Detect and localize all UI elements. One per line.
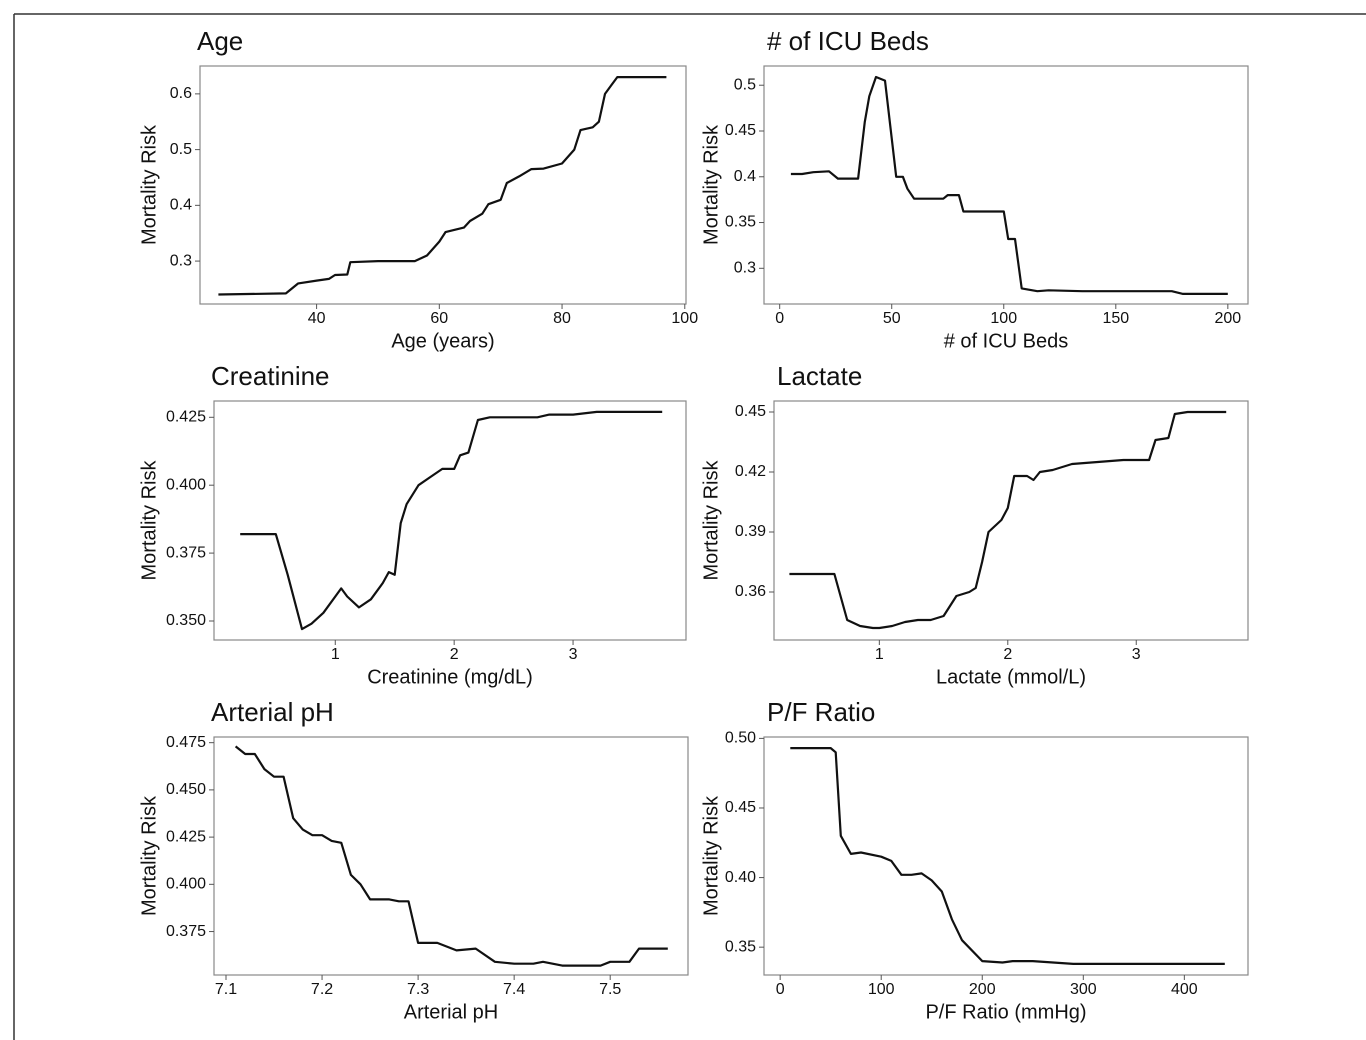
data-line (789, 410, 1227, 630)
y-tick-label: 0.400 (166, 876, 206, 893)
x-tick-label: 7.1 (215, 981, 237, 998)
x-tick-label: 3 (569, 646, 578, 663)
y-tick-label: 0.45 (735, 403, 766, 420)
y-tick-label: 0.425 (166, 828, 206, 845)
x-tick-label: 1 (875, 646, 884, 663)
y-tick-label: 0.475 (166, 734, 206, 751)
x-tick-label: 80 (553, 310, 571, 327)
x-tick-label: 7.2 (311, 981, 333, 998)
x-tick-label: 300 (1070, 981, 1097, 998)
y-tick-label: 0.50 (725, 730, 756, 747)
x-tick-label: 100 (671, 310, 698, 327)
data-line (234, 745, 668, 967)
y-tick-label: 0.40 (725, 869, 756, 886)
x-tick-label: 1 (331, 646, 340, 663)
plot-box (199, 65, 687, 305)
y-tick-label: 0.4 (734, 168, 756, 185)
y-axis-label: Mortality Risk (700, 795, 722, 916)
chart-title: Creatinine (211, 361, 330, 391)
x-tick-label: 2 (450, 646, 459, 663)
y-tick-label: 0.35 (725, 938, 756, 955)
plot-box (213, 736, 689, 976)
y-tick-label: 0.3 (170, 252, 192, 269)
y-tick-label: 0.45 (725, 799, 756, 816)
y-tick-label: 0.375 (166, 923, 206, 940)
x-tick-label: 100 (990, 310, 1017, 327)
y-tick-label: 0.4 (170, 197, 192, 214)
x-tick-label: 7.4 (503, 981, 525, 998)
x-tick-label: 400 (1171, 981, 1198, 998)
y-axis-label: Mortality Risk (138, 124, 160, 245)
x-tick-label: 40 (308, 310, 326, 327)
y-tick-label: 0.35 (725, 214, 756, 231)
x-tick-label: 0 (776, 981, 785, 998)
y-axis-label: Mortality Risk (138, 459, 160, 580)
y-tick-label: 0.6 (170, 85, 192, 102)
x-tick-label: 3 (1132, 646, 1141, 663)
x-tick-label: 200 (969, 981, 996, 998)
x-axis-label: Creatinine (mg/dL) (367, 666, 533, 688)
data-line (218, 76, 667, 296)
chart-title: # of ICU Beds (767, 26, 929, 56)
x-tick-label: 7.5 (599, 981, 621, 998)
y-tick-label: 0.425 (166, 409, 206, 426)
data-line (790, 747, 1225, 965)
y-tick-label: 0.3 (734, 260, 756, 277)
y-tick-label: 0.36 (735, 583, 766, 600)
y-tick-label: 0.5 (734, 76, 756, 93)
y-tick-label: 0.450 (166, 781, 206, 798)
y-tick-label: 0.5 (170, 141, 192, 158)
x-tick-label: 7.3 (407, 981, 429, 998)
y-tick-label: 0.39 (735, 523, 766, 540)
x-tick-label: 50 (883, 310, 901, 327)
chart-title: Age (197, 26, 243, 56)
y-tick-label: 0.45 (725, 122, 756, 139)
y-axis-label: Mortality Risk (700, 124, 722, 245)
plot-box (213, 400, 687, 641)
x-axis-label: Age (years) (391, 330, 494, 352)
x-tick-label: 150 (1102, 310, 1129, 327)
y-tick-label: 0.375 (166, 544, 206, 561)
x-axis-label: P/F Ratio (mmHg) (925, 1001, 1086, 1023)
y-tick-label: 0.42 (735, 463, 766, 480)
y-tick-label: 0.350 (166, 612, 206, 629)
chart-title: Arterial pH (211, 697, 334, 727)
chart-title: P/F Ratio (767, 697, 875, 727)
x-axis-label: # of ICU Beds (944, 330, 1069, 352)
x-axis-label: Arterial pH (404, 1001, 498, 1023)
plot-box (763, 65, 1249, 305)
chart-title: Lactate (777, 361, 862, 391)
data-line (240, 410, 663, 631)
y-axis-label: Mortality Risk (700, 459, 722, 580)
y-tick-label: 0.400 (166, 476, 206, 493)
x-axis-label: Lactate (mmol/L) (936, 666, 1086, 688)
x-tick-label: 60 (430, 310, 448, 327)
x-tick-label: 200 (1214, 310, 1241, 327)
y-axis-label: Mortality Risk (138, 795, 160, 916)
data-line (790, 75, 1228, 295)
plot-box (763, 736, 1249, 976)
x-tick-label: 100 (868, 981, 895, 998)
x-tick-label: 0 (775, 310, 784, 327)
x-tick-label: 2 (1003, 646, 1012, 663)
plot-box (773, 400, 1249, 641)
